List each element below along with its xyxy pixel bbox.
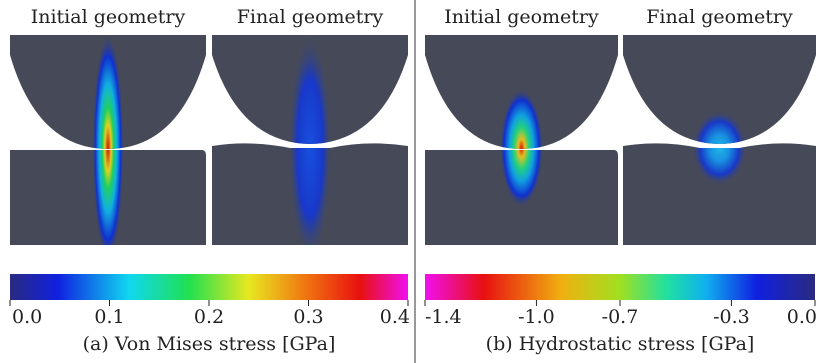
simulation-image: [212, 35, 408, 245]
simulation-image: [425, 35, 618, 245]
stress-field: [691, 110, 748, 186]
colorbar-tick-label: 0.0: [12, 306, 42, 328]
geometry-title: Initial geometry: [31, 6, 186, 28]
panel-caption: (b) Hydrostatic stress [GPa]: [486, 333, 755, 355]
colorbar-tick-label: 0.3: [293, 306, 323, 328]
colorbar-tick-label: -1.0: [518, 306, 555, 328]
panel-caption: (a) Von Mises stress [GPa]: [83, 333, 336, 355]
colorbar-tick-label: -0.3: [713, 306, 750, 328]
colorbar: [10, 274, 408, 300]
geometry-title: Initial geometry: [444, 6, 599, 28]
stress-field: [288, 35, 332, 245]
colorbar-tick-label: 0.1: [94, 306, 124, 328]
geometry-title: Final geometry: [237, 6, 384, 28]
colorbar-tick-label: 0.0: [787, 306, 817, 328]
simulation-image: [10, 35, 206, 245]
upper-body: [623, 35, 816, 144]
colorbar-tick-label: -1.4: [425, 306, 462, 328]
stress-field: [499, 88, 544, 208]
colorbar-tick-label: 0.2: [194, 306, 224, 328]
colorbar: [425, 274, 815, 300]
lower-body: [623, 143, 816, 245]
stress-field: [92, 35, 124, 245]
simulation-image: [623, 35, 816, 245]
geometry-title: Final geometry: [646, 6, 793, 28]
colorbar-tick-label: -0.7: [602, 306, 639, 328]
colorbar-tick-label: 0.4: [380, 306, 410, 328]
